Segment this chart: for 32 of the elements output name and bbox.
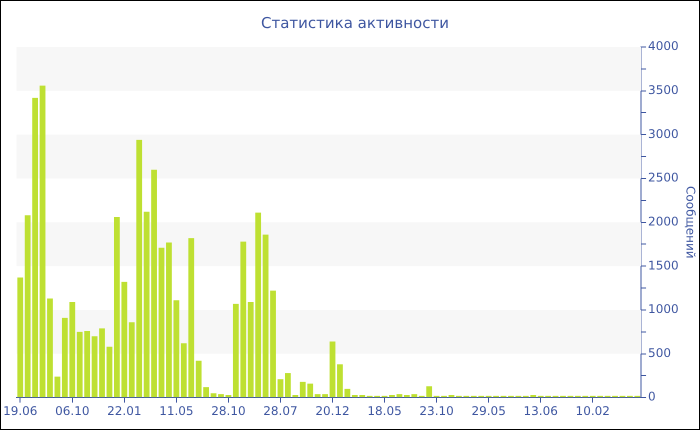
bar [248,302,254,398]
bar [69,302,76,398]
y-axis-title: Сообщений [684,186,698,259]
bar [76,332,83,398]
bar [359,394,366,398]
x-tick-label: 10.02 [576,404,610,418]
x-tick-label: 20.12 [315,404,350,418]
chart-title: Статистика активности [261,14,449,32]
x-tick-label: 11.05 [159,404,194,418]
x-tick-label: 13.06 [524,404,558,418]
x-tick-label: 18.05 [367,404,402,418]
y-tick-label: 2000 [648,214,679,228]
y-tick-label: 4000 [648,39,679,54]
x-tick-label: 19.06 [3,404,38,418]
y-tick-label: 1000 [648,302,679,316]
y-tick-label: 3500 [648,82,679,97]
y-tick-label: 2500 [648,170,679,185]
x-tick-label: 28.07 [263,404,298,418]
y-tick-label: 3000 [648,126,679,141]
bar [188,238,194,398]
bar [300,382,306,398]
y-tick-label: 0 [648,390,656,404]
bar [530,394,536,398]
x-tick-label: 22.01 [107,404,142,418]
bar [128,322,135,398]
x-tick-label: 28.10 [211,404,246,418]
x-tick-label: 29.05 [471,404,506,418]
y-tick-label: 500 [648,346,671,360]
x-tick-label: 23.10 [419,404,454,418]
x-tick-label: 06.10 [55,404,90,418]
bar [17,278,24,398]
y-tick-label: 1500 [648,258,679,272]
